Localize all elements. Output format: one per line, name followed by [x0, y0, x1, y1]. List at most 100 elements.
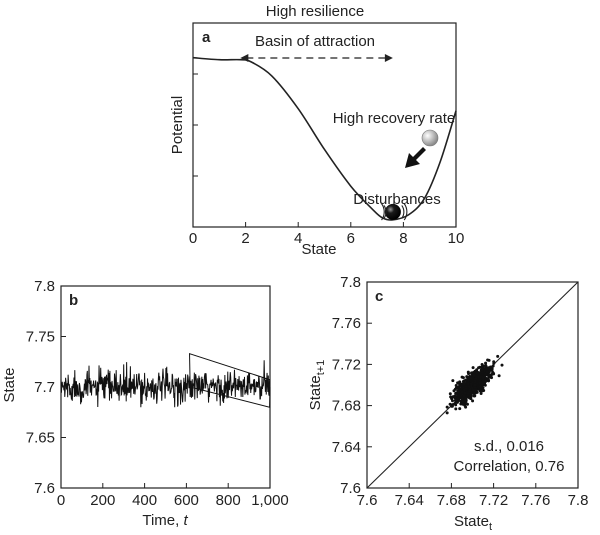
- scatter-point: [480, 370, 484, 374]
- scatter-point: [500, 363, 504, 367]
- basin-arrow-right-head: [384, 54, 393, 62]
- panel-c-xtick-label: 7.76: [521, 492, 550, 509]
- scatter-point: [461, 376, 465, 380]
- panel-c-ytick-label: 7.76: [332, 315, 361, 332]
- panel-b-ytick-label: 7.8: [34, 278, 55, 295]
- scatter-point: [478, 381, 482, 385]
- scatter-point: [471, 399, 475, 403]
- scatter-point: [454, 398, 458, 402]
- black-ball: [384, 203, 401, 220]
- sd-stat: s.d., 0.016: [474, 438, 544, 455]
- scatter-point: [454, 403, 458, 407]
- scatter-point: [492, 360, 496, 364]
- panel-a-xlabel: State: [301, 241, 336, 258]
- scatter-point: [468, 387, 472, 391]
- panel-c-ytick-label: 7.72: [332, 356, 361, 373]
- panel-c-xlabel-sub: t: [489, 521, 492, 533]
- scatter-point: [455, 400, 459, 404]
- panel-b-ytick-label: 7.7: [34, 379, 55, 396]
- scatter-point: [469, 394, 473, 398]
- scatter-point: [487, 373, 491, 377]
- scatter-point: [464, 387, 468, 391]
- scatter-point: [484, 363, 488, 367]
- panel-c-xlabel-text: State: [454, 513, 489, 530]
- scatter-point: [471, 388, 475, 392]
- scatter-point: [450, 404, 454, 408]
- scatter-point: [466, 391, 470, 395]
- basin-arrow: [240, 54, 393, 62]
- panel-b-xlabel: Time, t: [142, 512, 188, 529]
- scatter-point: [481, 386, 485, 390]
- panel-a-axis: 0 2 4 6 8 10: [189, 73, 465, 247]
- scatter-point: [469, 382, 473, 386]
- disturbance-mark: [381, 203, 385, 221]
- scatter-point: [462, 382, 466, 386]
- panel-b: b 0 200 400 600 800 1,000 7.6 7.65 7.7 7.75 7.8 Ti…: [1, 278, 289, 529]
- panel-b-ytick-label: 7.75: [26, 329, 55, 346]
- scatter-point: [487, 369, 491, 373]
- scatter-point: [464, 405, 468, 409]
- panel-c-axis: 7.6 7.64 7.68 7.72 7.76 7.8 7.6 7.64 7.68 7.72 7.7…: [332, 274, 589, 509]
- scatter-point: [490, 376, 494, 380]
- scatter-point: [464, 378, 468, 382]
- panel-c-xtick-label: 7.68: [437, 492, 466, 509]
- basin-label: Basin of attraction: [255, 33, 375, 50]
- panel-b-xlabel-text: Time,: [142, 512, 183, 529]
- panel-b-axis: 0 200 400 600 800 1,000 7.6 7.65 7.7 7.75 7.8: [26, 278, 289, 509]
- scatter-point: [481, 364, 485, 368]
- disturbance-mark: [383, 205, 387, 219]
- scatter-point: [456, 390, 460, 394]
- panel-b-xlabel-italic: t: [183, 512, 188, 529]
- panel-b-ylabel: State: [1, 367, 18, 402]
- recovery-arrow: [405, 147, 426, 168]
- scatter-point: [473, 378, 477, 382]
- panel-b-xtick-label: 600: [174, 492, 199, 509]
- scatter-point: [451, 379, 455, 383]
- panel-b-xtick-label: 400: [132, 492, 157, 509]
- scatter-point: [457, 381, 461, 385]
- panel-c-ylabel: Statet+1: [307, 360, 327, 411]
- potential-curve: [192, 56, 457, 221]
- scatter-point: [463, 391, 467, 395]
- scatter-point: [490, 368, 494, 372]
- panel-c-xlabel: Statet: [454, 513, 492, 533]
- panel-b-xtick-label: 200: [90, 492, 115, 509]
- scatter-point: [459, 382, 463, 386]
- scatter-point: [487, 378, 491, 382]
- panel-a-xtick-label: 2: [241, 230, 249, 247]
- scatter-point: [457, 387, 461, 391]
- scatter-point: [450, 397, 454, 401]
- scatter-point: [460, 390, 464, 394]
- panel-a-xtick-label: 6: [347, 230, 355, 247]
- panel-a-xtick-label: 4: [294, 230, 302, 247]
- recovery-label: High recovery rate: [333, 110, 456, 127]
- panel-c-ytick-label: 7.8: [340, 274, 361, 291]
- scatter-point: [481, 376, 485, 380]
- scatter-point: [473, 394, 477, 398]
- scatter-point: [478, 389, 482, 393]
- scatter-point: [466, 378, 470, 382]
- scatter-cloud: [445, 354, 504, 415]
- scatter-point: [486, 366, 490, 370]
- scatter-point: [473, 385, 477, 389]
- scatter-point: [487, 358, 491, 362]
- panel-a-xtick-label: 10: [448, 230, 465, 247]
- scatter-point: [448, 402, 452, 406]
- panel-b-xtick-label: 0: [57, 492, 65, 509]
- panel-c: c s.d., 0.016 Correlation, 0.76 7.6 7.64 7…: [307, 274, 588, 533]
- scatter-point: [445, 411, 449, 415]
- scatter-point: [456, 396, 460, 400]
- gray-ball: [421, 129, 439, 147]
- scatter-point: [477, 366, 481, 370]
- scatter-point: [465, 402, 469, 406]
- panel-c-letter: c: [375, 288, 383, 305]
- scatter-point: [456, 394, 460, 398]
- scatter-point: [471, 366, 475, 370]
- scatter-point: [490, 372, 494, 376]
- scatter-point: [454, 407, 458, 411]
- scatter-point: [475, 368, 479, 372]
- scatter-point: [458, 407, 462, 411]
- state-time-series: [60, 352, 271, 408]
- scatter-point: [474, 371, 478, 375]
- panel-c-ytick-label: 7.68: [332, 398, 361, 415]
